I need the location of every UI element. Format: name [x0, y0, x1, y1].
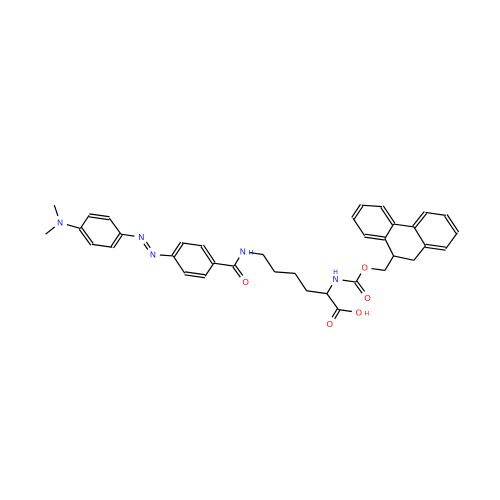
svg-text:O: O [356, 309, 362, 318]
svg-text:O: O [243, 278, 249, 287]
svg-text:N: N [57, 219, 63, 228]
svg-text:N: N [138, 233, 144, 242]
molecule-diagram: NNNONHOOHNHOO [0, 0, 500, 500]
svg-text:H: H [248, 250, 253, 257]
svg-text:O: O [361, 264, 367, 273]
svg-text:N: N [333, 275, 339, 284]
svg-text:H: H [364, 311, 369, 318]
svg-text:O: O [364, 294, 370, 303]
svg-text:N: N [240, 248, 246, 257]
svg-text:H: H [333, 269, 338, 276]
svg-text:O: O [327, 320, 333, 329]
svg-text:N: N [150, 251, 156, 260]
